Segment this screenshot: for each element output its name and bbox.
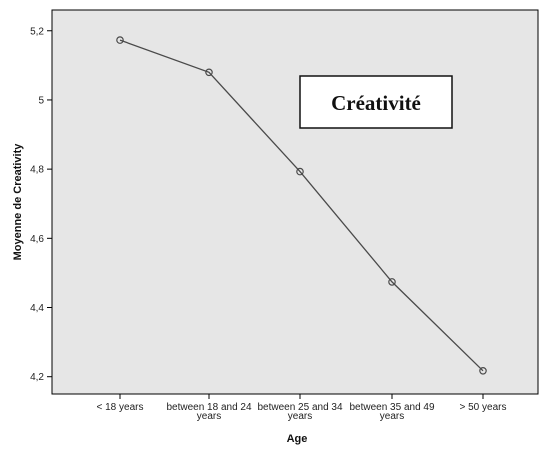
annotation-box: Créativité xyxy=(299,75,453,129)
plot-area xyxy=(51,9,539,395)
series-line xyxy=(119,39,484,372)
y-tick-label: 4,6 xyxy=(30,234,44,245)
data-point xyxy=(116,36,124,44)
x-tick-label: between 35 and 49 years xyxy=(349,402,435,422)
y-tick-label: 5,2 xyxy=(30,26,44,37)
y-axis: 4,2 4,4 4,6 4,8 5 5,2 xyxy=(30,26,52,383)
y-tick-label: 4,4 xyxy=(30,303,44,314)
y-axis-title: Moyenne de Creativity xyxy=(12,143,24,261)
x-tick-label: between 18 and 24 years xyxy=(166,402,252,422)
x-tick-label: < 18 years xyxy=(97,402,144,413)
data-point xyxy=(205,68,213,77)
x-tick-label: between 25 and 34 years xyxy=(257,402,343,422)
x-axis: < 18 years between 18 and 24 yearsbetween … xyxy=(97,394,507,422)
annotation-label: Créativité xyxy=(331,91,421,115)
x-tick-label: > 50 years xyxy=(460,402,507,413)
data-point xyxy=(296,167,304,176)
data-markers xyxy=(116,36,487,375)
data-point xyxy=(479,366,487,375)
y-tick-label: 4,2 xyxy=(30,372,44,383)
data-point xyxy=(388,278,396,286)
x-axis-title: Age xyxy=(287,433,308,445)
y-tick-label: 5 xyxy=(38,95,44,106)
y-tick-label: 4,8 xyxy=(30,165,44,176)
